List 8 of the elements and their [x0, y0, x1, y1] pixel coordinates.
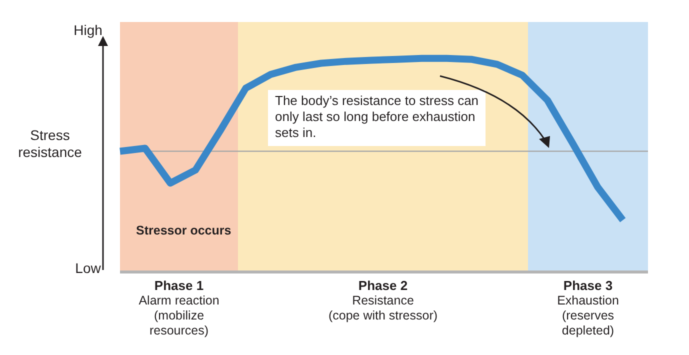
- annotation: Stressor occurs: [136, 224, 232, 238]
- text: Phase 3 Exhaustion (reserves depleted): [557, 278, 619, 338]
- text: Low: [75, 260, 102, 276]
- annotation: The body’s resistance to stress can only last so long before exhaustion sets in.: [275, 93, 479, 140]
- text: Phase 2 Resistance (cope with stressor): [328, 278, 438, 323]
- text: Phase 1 Alarm reaction (mobilize resources): [138, 278, 220, 338]
- text: High: [74, 22, 102, 38]
- y-axis-title: Stress resistance: [18, 126, 82, 160]
